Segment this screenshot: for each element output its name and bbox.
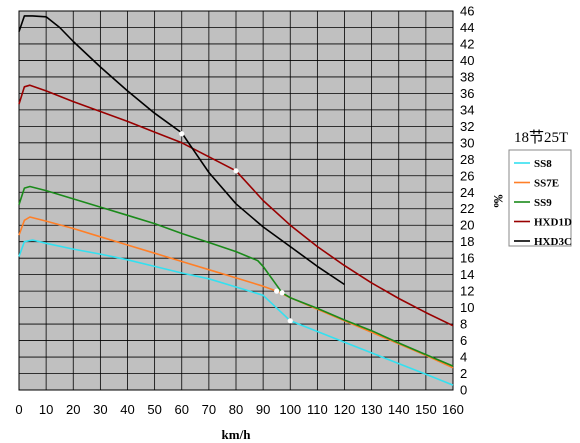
x-tick-label: 120 [334,402,356,417]
series-marker-hxd1d [233,168,239,174]
legend: SS8 SS7E SS9 HXD1D HXD3C [508,149,572,248]
y-tick-label: 20 [460,218,474,233]
y-tick-label: 10 [460,300,474,315]
x-tick-label: 90 [256,402,270,417]
chart-title: 18节25T [514,129,568,146]
legend-label-hxd3c: HXD3C [534,236,572,248]
x-tick-label: 140 [388,402,410,417]
y-tick-label: 16 [460,251,474,266]
x-axis-label: km/h [222,427,252,442]
y-tick-label: 26 [460,168,474,183]
y-tick-label: 32 [460,119,474,134]
legend-label-hxd1d: HXD1D [534,217,572,229]
y-tick-label: 34 [460,102,474,117]
y-tick-label: 18 [460,234,474,249]
series-marker-ss8 [287,318,293,324]
x-tick-label: 130 [361,402,383,417]
series-markers [179,131,293,324]
y-tick-label: 24 [460,185,474,200]
y-tick-label: 44 [460,20,474,35]
x-tick-label: 10 [39,402,53,417]
legend-label-ss9: SS9 [534,197,552,209]
x-tick-label: 80 [229,402,243,417]
x-tick-label: 150 [415,402,437,417]
x-tick-label: 100 [279,402,301,417]
series-marker-ss9 [279,290,285,296]
x-tick-label: 160 [442,402,464,417]
x-tick-label: 0 [15,402,22,417]
series-line-hxd1d [18,84,454,327]
x-tick-label: 40 [120,402,134,417]
y-tick-label: 4 [460,350,467,365]
y-tick-label: 46 [460,4,474,19]
x-tick-label: 20 [66,402,80,417]
y-tick-label: 14 [460,267,474,282]
x-tick-labels: 0 10 20 30 40 50 60 70 80 90 100 110 120 130 140 150 160 [15,402,463,417]
x-tick-label: 30 [93,402,107,417]
series-line-ss7e [18,216,454,369]
legend-label-ss8: SS8 [534,158,552,170]
series-line-ss8 [18,239,454,386]
x-tick-label: 70 [202,402,216,417]
y-tick-label: 30 [460,135,474,150]
series-line-ss9 [18,185,454,367]
y-tick-label: 6 [460,333,467,348]
y-axis-label: ‰ [491,195,506,208]
y-tick-label: 8 [460,317,467,332]
y-tick-label: 22 [460,201,474,216]
x-tick-label: 50 [147,402,161,417]
y-tick-label: 0 [460,383,467,398]
series-lines [18,15,454,386]
y-tick-label: 42 [460,36,474,51]
series-marker-hxd3c [179,131,185,137]
series-line-hxd3c [18,15,345,286]
y-tick-label: 38 [460,69,474,84]
y-tick-label: 36 [460,86,474,101]
legend-box [508,149,572,247]
y-tick-label: 2 [460,366,467,381]
x-tick-label: 110 [307,402,328,417]
series-marker-ss7e [274,288,280,294]
y-tick-label: 28 [460,152,474,167]
y-tick-label: 40 [460,53,474,68]
legend-label-ss7e: SS7E [534,178,559,190]
legend-items: SS8 SS7E SS9 HXD1D HXD3C [514,158,572,248]
x-tick-label: 60 [175,402,189,417]
y-tick-labels: 0246810121416182022242628303234363840424… [460,4,474,398]
y-tick-label: 12 [460,284,474,299]
